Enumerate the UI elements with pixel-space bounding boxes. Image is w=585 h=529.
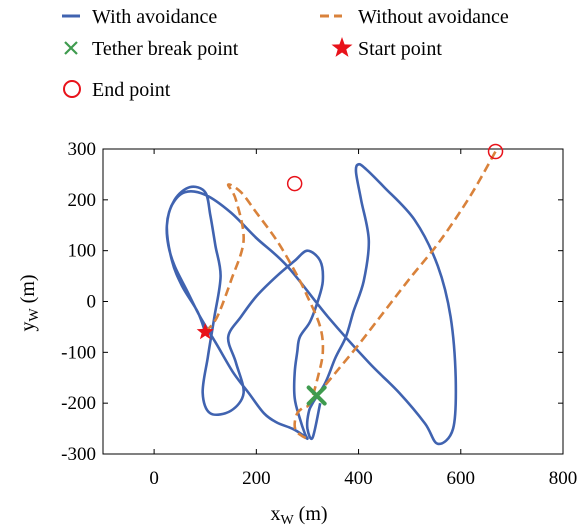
y-tick-label: 300 — [68, 139, 97, 160]
start-point — [196, 323, 214, 340]
axis-ticks: 0 200 400 600 800 -300 -200 -100 0 100 200 300 — [61, 139, 577, 489]
x-tick-label: 0 — [149, 468, 159, 489]
legend-end-marker — [63, 80, 81, 98]
legend-without-label: Without avoidance — [358, 6, 509, 28]
x-tick-label: 800 — [549, 468, 578, 489]
plot-frame — [102, 148, 564, 455]
legend-start-label: Start point — [358, 38, 442, 60]
legend-start-marker — [331, 37, 353, 57]
legend: With avoidance Without avoidance Tether … — [62, 6, 509, 101]
y-tick-label: -100 — [61, 342, 96, 363]
y-tick-label: 100 — [68, 241, 97, 262]
y-tick-label: -300 — [61, 444, 96, 465]
series-without-avoidance — [315, 150, 497, 397]
end-point-with-avoidance — [286, 175, 303, 192]
y-tick-label: -200 — [61, 393, 96, 414]
legend-tether-label: Tether break point — [92, 38, 239, 60]
plot-area — [102, 143, 564, 455]
series-with-avoidance — [165, 162, 458, 446]
legend-end-label: End point — [92, 79, 171, 101]
y-tick-label: 0 — [87, 292, 97, 313]
legend-tether-marker — [64, 41, 78, 55]
x-tick-label: 200 — [242, 468, 271, 489]
y-axis-label: yW (m) — [17, 274, 42, 331]
series-without-avoidance-overlay — [204, 183, 325, 440]
x-axis-label: xW (m) — [270, 503, 327, 528]
end-point-without-avoidance — [487, 143, 504, 160]
x-tick-label: 400 — [344, 468, 373, 489]
x-tick-label: 600 — [447, 468, 476, 489]
tether-break-point — [306, 385, 327, 406]
y-tick-label: 200 — [68, 190, 97, 211]
legend-with-label: With avoidance — [92, 6, 217, 28]
